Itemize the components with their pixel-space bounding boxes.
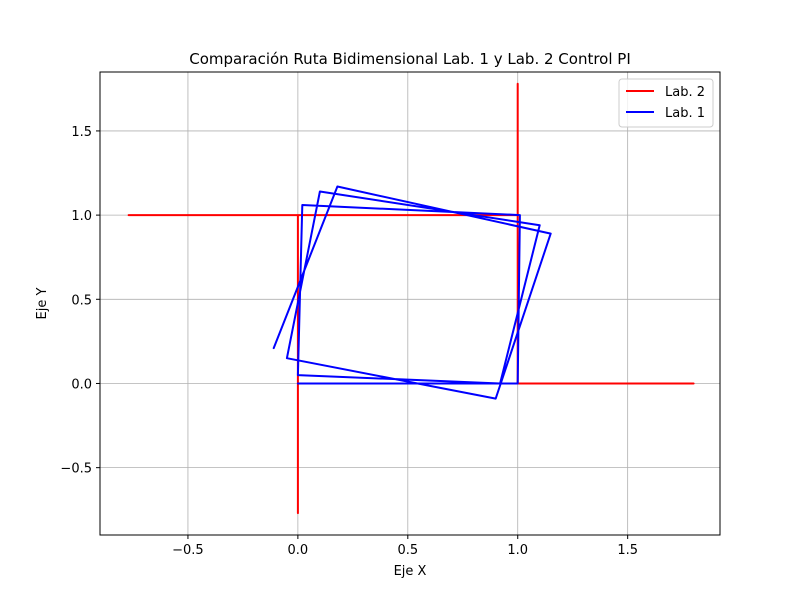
series-line-lab-1 <box>272 185 552 400</box>
y-tick-label: 0.5 <box>71 293 92 308</box>
ticks: −0.5 0.0 0.5 1.0 1.5 −0.5 0.0 0.5 1.0 1.5 <box>60 125 638 558</box>
x-tick-label: 1.0 <box>507 543 528 558</box>
y-tick-label: 1.5 <box>71 125 92 140</box>
plot-frame <box>99 71 721 536</box>
y-tick-label: 1.0 <box>71 209 92 224</box>
y-tick-label: −0.5 <box>60 462 92 477</box>
legend: Lab. 2 Lab. 1 <box>618 78 714 128</box>
series-lines <box>127 82 695 515</box>
x-tick-label: 0.5 <box>397 543 418 558</box>
y-axis-label: Eje Y <box>35 287 50 319</box>
x-tick-label: 0.0 <box>288 543 309 558</box>
legend-label-lab-2: Lab. 2 <box>665 85 705 100</box>
x-axis-label: Eje X <box>394 564 427 579</box>
legend-label-lab-1: Lab. 1 <box>665 106 705 121</box>
x-tick-label: −0.5 <box>172 543 204 558</box>
x-tick-label: 1.5 <box>617 543 638 558</box>
chart-title: Comparación Ruta Bidimensional Lab. 1 y … <box>189 50 631 68</box>
y-tick-label: 0.0 <box>71 377 92 392</box>
